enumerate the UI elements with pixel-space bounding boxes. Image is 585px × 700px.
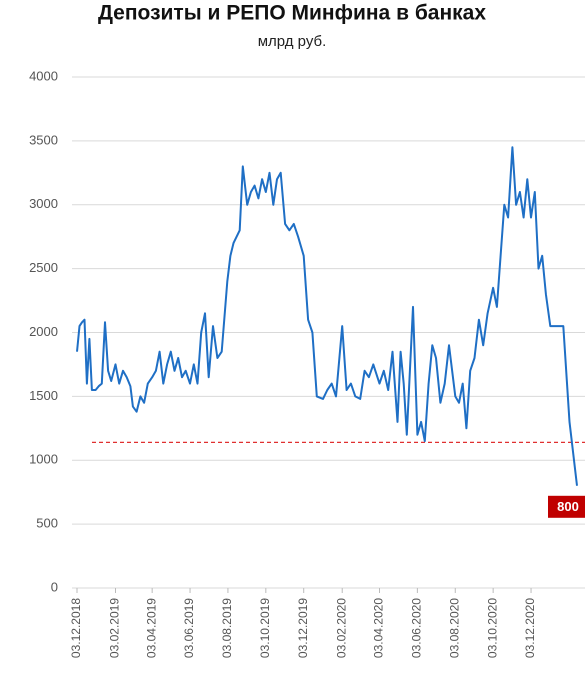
x-tick-label: 03.02.2019 xyxy=(108,598,122,658)
x-tick-label: 03.10.2019 xyxy=(258,598,272,658)
x-tick-label: 03.12.2018 xyxy=(69,598,83,658)
x-tick-label: 03.10.2020 xyxy=(485,598,499,658)
x-tick-label: 03.04.2020 xyxy=(372,598,386,658)
y-tick-label: 1000 xyxy=(29,452,58,467)
y-tick-label: 3000 xyxy=(29,196,58,211)
y-tick-label: 2500 xyxy=(29,260,58,275)
y-tick-label: 2000 xyxy=(29,324,58,339)
x-tick-label: 03.08.2019 xyxy=(220,598,234,658)
y-tick-label: 4000 xyxy=(29,68,58,83)
x-tick-label: 03.06.2020 xyxy=(410,598,424,658)
chart-subtitle: млрд руб. xyxy=(258,33,327,50)
value-label: 800 xyxy=(557,499,579,514)
y-tick-label: 500 xyxy=(36,516,58,531)
x-tick-label: 03.06.2019 xyxy=(182,598,196,658)
line-series xyxy=(76,146,578,486)
x-tick-label: 03.08.2020 xyxy=(447,598,461,658)
y-tick-label: 3500 xyxy=(29,132,58,147)
x-tick-label: 03.12.2019 xyxy=(296,598,310,658)
value-label-box xyxy=(548,495,585,518)
chart-title: Депозиты и РЕПО Минфина в банках xyxy=(98,2,486,25)
y-tick-label: 1500 xyxy=(29,388,58,403)
x-tick-label: 03.12.2020 xyxy=(523,598,537,658)
x-tick-label: 03.04.2019 xyxy=(144,598,158,658)
x-tick-label: 03.02.2020 xyxy=(334,598,348,658)
y-tick-label: 0 xyxy=(51,579,58,594)
